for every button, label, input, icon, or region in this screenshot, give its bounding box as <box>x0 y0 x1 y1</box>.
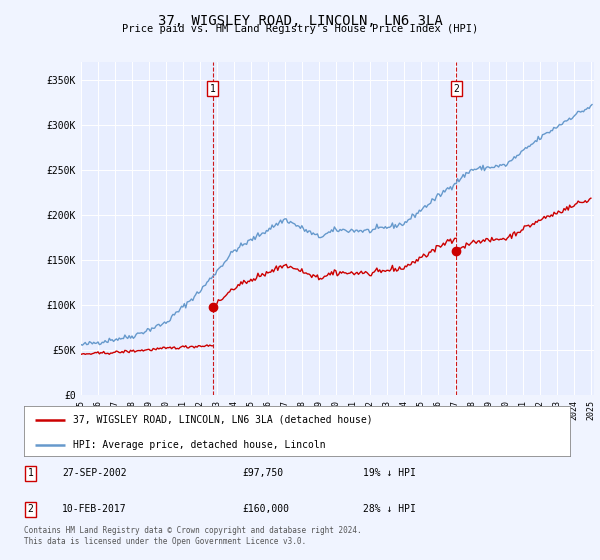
Text: 27-SEP-2002: 27-SEP-2002 <box>62 468 127 478</box>
Text: 1: 1 <box>210 83 215 94</box>
Text: £97,750: £97,750 <box>242 468 284 478</box>
Text: £160,000: £160,000 <box>242 505 289 515</box>
Text: Price paid vs. HM Land Registry's House Price Index (HPI): Price paid vs. HM Land Registry's House … <box>122 24 478 34</box>
Text: 37, WIGSLEY ROAD, LINCOLN, LN6 3LA: 37, WIGSLEY ROAD, LINCOLN, LN6 3LA <box>158 14 442 28</box>
Text: 37, WIGSLEY ROAD, LINCOLN, LN6 3LA (detached house): 37, WIGSLEY ROAD, LINCOLN, LN6 3LA (deta… <box>73 414 373 424</box>
Text: 28% ↓ HPI: 28% ↓ HPI <box>362 505 415 515</box>
Text: 1: 1 <box>28 468 34 478</box>
Text: 19% ↓ HPI: 19% ↓ HPI <box>362 468 415 478</box>
Text: 2: 2 <box>454 83 460 94</box>
Text: 10-FEB-2017: 10-FEB-2017 <box>62 505 127 515</box>
Text: Contains HM Land Registry data © Crown copyright and database right 2024.
This d: Contains HM Land Registry data © Crown c… <box>24 526 362 546</box>
Text: 2: 2 <box>28 505 34 515</box>
Text: HPI: Average price, detached house, Lincoln: HPI: Average price, detached house, Linc… <box>73 440 326 450</box>
